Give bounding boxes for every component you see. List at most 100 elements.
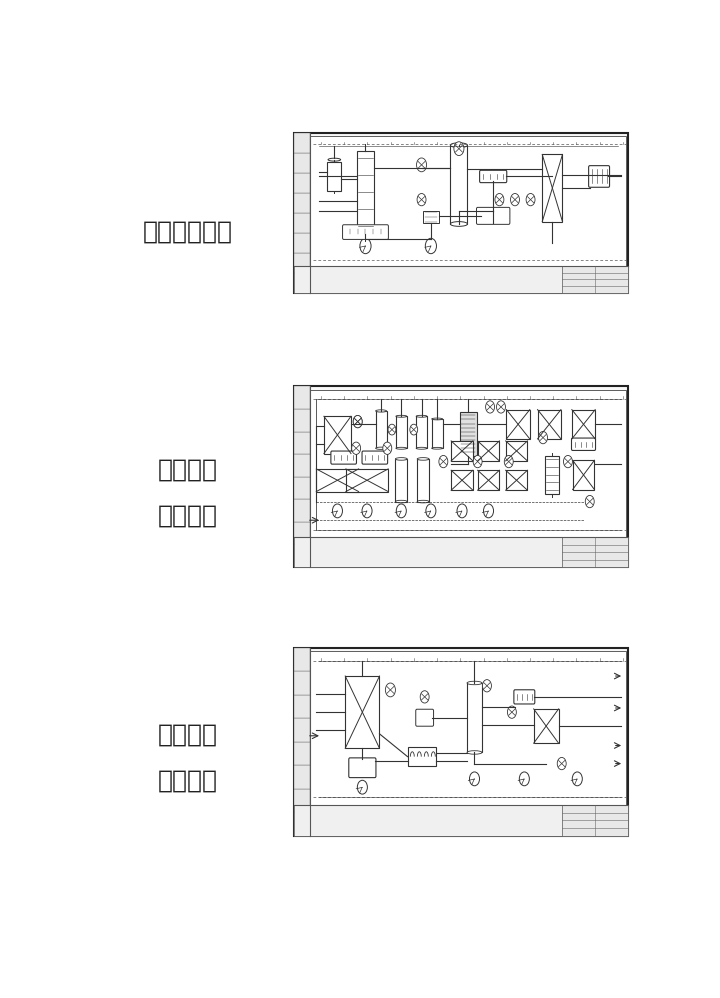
Circle shape	[526, 194, 535, 206]
FancyBboxPatch shape	[294, 133, 629, 292]
Circle shape	[383, 442, 392, 454]
Circle shape	[360, 239, 371, 253]
Circle shape	[388, 424, 396, 435]
FancyBboxPatch shape	[505, 470, 528, 490]
Circle shape	[497, 401, 505, 413]
Ellipse shape	[467, 750, 482, 754]
FancyBboxPatch shape	[416, 416, 427, 448]
FancyBboxPatch shape	[505, 441, 528, 461]
Ellipse shape	[450, 143, 467, 148]
FancyBboxPatch shape	[589, 166, 610, 188]
FancyBboxPatch shape	[294, 695, 310, 719]
Ellipse shape	[432, 447, 443, 449]
FancyBboxPatch shape	[296, 651, 626, 832]
Circle shape	[439, 455, 448, 468]
FancyBboxPatch shape	[545, 456, 559, 494]
FancyBboxPatch shape	[294, 648, 629, 836]
FancyBboxPatch shape	[294, 672, 310, 695]
Circle shape	[426, 504, 436, 518]
FancyBboxPatch shape	[534, 709, 559, 744]
Circle shape	[354, 415, 362, 428]
FancyBboxPatch shape	[572, 460, 595, 490]
FancyBboxPatch shape	[328, 162, 341, 191]
Ellipse shape	[396, 447, 407, 449]
Circle shape	[385, 683, 395, 697]
FancyBboxPatch shape	[294, 409, 310, 431]
Circle shape	[495, 194, 504, 206]
Text: 硫醚合成: 硫醚合成	[158, 457, 217, 481]
Circle shape	[539, 431, 547, 444]
FancyBboxPatch shape	[395, 459, 408, 502]
FancyBboxPatch shape	[451, 470, 473, 490]
FancyBboxPatch shape	[542, 155, 562, 222]
FancyBboxPatch shape	[572, 438, 595, 450]
FancyBboxPatch shape	[477, 208, 510, 225]
FancyBboxPatch shape	[451, 441, 473, 461]
FancyBboxPatch shape	[348, 757, 376, 777]
FancyBboxPatch shape	[362, 451, 387, 464]
FancyBboxPatch shape	[357, 151, 374, 235]
Ellipse shape	[467, 682, 482, 685]
Circle shape	[454, 142, 464, 156]
Circle shape	[351, 442, 361, 454]
Circle shape	[410, 424, 418, 435]
Circle shape	[420, 691, 429, 703]
Circle shape	[333, 504, 343, 518]
FancyBboxPatch shape	[294, 499, 310, 522]
FancyBboxPatch shape	[538, 409, 561, 439]
FancyBboxPatch shape	[345, 676, 379, 748]
Ellipse shape	[416, 447, 427, 449]
Circle shape	[508, 706, 516, 719]
Circle shape	[585, 495, 594, 508]
FancyBboxPatch shape	[294, 545, 310, 567]
FancyBboxPatch shape	[294, 233, 310, 252]
FancyBboxPatch shape	[294, 522, 310, 545]
Circle shape	[457, 504, 467, 518]
FancyBboxPatch shape	[294, 252, 310, 272]
FancyBboxPatch shape	[514, 690, 535, 704]
Circle shape	[354, 415, 362, 428]
FancyBboxPatch shape	[294, 133, 310, 153]
Circle shape	[417, 158, 426, 172]
Circle shape	[504, 455, 513, 468]
Ellipse shape	[432, 418, 443, 420]
Text: 精制单元: 精制单元	[158, 768, 217, 792]
FancyBboxPatch shape	[294, 805, 629, 836]
Ellipse shape	[416, 415, 427, 417]
Circle shape	[510, 194, 519, 206]
FancyBboxPatch shape	[294, 431, 310, 454]
Circle shape	[357, 780, 367, 794]
Circle shape	[362, 504, 372, 518]
Ellipse shape	[395, 500, 408, 503]
FancyBboxPatch shape	[296, 136, 626, 289]
FancyBboxPatch shape	[294, 765, 310, 788]
Ellipse shape	[376, 447, 387, 449]
FancyBboxPatch shape	[480, 171, 507, 183]
FancyBboxPatch shape	[467, 683, 482, 752]
FancyBboxPatch shape	[346, 469, 388, 492]
Circle shape	[519, 771, 529, 785]
FancyBboxPatch shape	[294, 213, 310, 233]
Ellipse shape	[395, 458, 408, 460]
FancyBboxPatch shape	[432, 419, 443, 448]
Ellipse shape	[417, 458, 429, 460]
FancyBboxPatch shape	[316, 469, 359, 492]
FancyBboxPatch shape	[294, 193, 310, 213]
Circle shape	[572, 771, 582, 785]
FancyBboxPatch shape	[294, 454, 310, 477]
Ellipse shape	[450, 222, 467, 227]
FancyBboxPatch shape	[294, 386, 629, 567]
FancyBboxPatch shape	[294, 742, 310, 765]
FancyBboxPatch shape	[562, 537, 629, 567]
Circle shape	[426, 239, 436, 253]
FancyBboxPatch shape	[294, 537, 629, 567]
FancyBboxPatch shape	[415, 710, 433, 727]
Ellipse shape	[417, 500, 429, 503]
Circle shape	[396, 504, 406, 518]
Circle shape	[469, 771, 480, 785]
FancyBboxPatch shape	[331, 451, 356, 464]
FancyBboxPatch shape	[294, 173, 310, 193]
FancyBboxPatch shape	[408, 747, 436, 766]
FancyBboxPatch shape	[296, 389, 626, 564]
FancyBboxPatch shape	[294, 788, 310, 812]
